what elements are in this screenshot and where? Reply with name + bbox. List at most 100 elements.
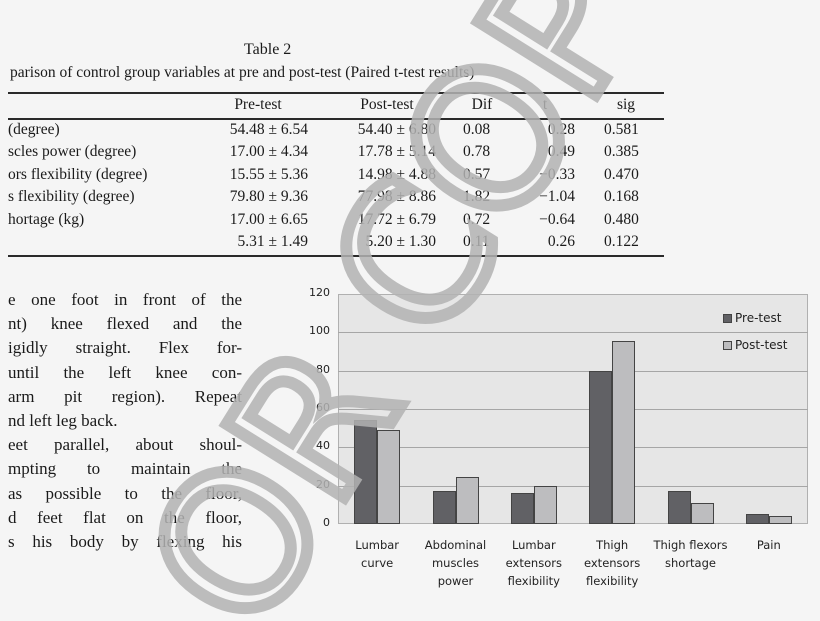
table-cell-dif: 0.72 [463,210,491,228]
table-cell-post: 17.78 ± 5.14 [357,143,436,161]
table-cell-pre: 17.00 ± 4.34 [229,143,308,161]
table-cell-t: 0.49 [547,143,575,161]
table-top-rule [8,92,664,94]
body-text-line: e one foot in front of the [8,290,242,309]
table-cell-post: 54.40 ± 6.80 [357,121,436,138]
x-category-label: Lumbar curve [332,536,422,572]
x-category-label-line: extensors [584,556,641,570]
table-cell-pre: 5.31 ± 1.49 [237,233,308,250]
table-cell-dif: 0.57 [463,165,491,183]
table-cell-t: −1.04 [539,188,575,206]
y-tick-label: 20 [316,477,330,491]
x-category-label-line: Thigh [596,538,629,552]
table-cell-post: 77.98 ± 8.86 [357,188,436,206]
table-cell-pre: 54.48 ± 6.54 [229,121,308,138]
bar-post-test [377,430,401,524]
table-cell-t: 0.28 [547,121,575,138]
x-category-label-line: Lumbar [511,538,556,552]
bar-post-test [768,516,792,524]
bar-post-test [612,340,636,524]
table-cell-sig: 0.581 [604,121,639,138]
table-cell-sig: 0.480 [604,210,639,228]
gridline [338,370,808,372]
x-category-label-line: Pain [756,538,781,552]
body-text-line: arm pit region). Repeat [8,386,242,406]
column-header: Dif [471,96,493,113]
x-category-label-line: flexibility [507,574,560,588]
body-text-line: as possible to the floor, [8,483,242,503]
y-tick-label: 40 [316,439,330,453]
body-text-line: nt) knee flexed and the [8,314,242,334]
table-cell-dif: 0.11 [463,233,490,250]
body-text-line: until the left knee con- [8,362,242,382]
table-cell-sig: 0.168 [604,188,639,206]
x-category-label-line: muscles [431,556,480,570]
x-category-label-line: Abdominal [424,538,487,552]
body-text-line: eet parallel, about shoul- [8,435,242,455]
bar-pre-test [354,419,378,524]
table-cell-post: 14.98 ± 4.88 [357,165,436,183]
y-tick-label: 120 [309,286,330,299]
y-tick-label: 80 [316,362,330,376]
bar-pre-test [589,370,613,524]
legend-item-post-test: Post-test [723,338,787,352]
column-header: sig [616,96,636,113]
bar-pre-test [510,493,534,524]
x-category-label-line: Thigh flexors [653,538,728,552]
legend-label: Pre-test [735,311,782,325]
table-cell-dif: 0.08 [463,121,491,138]
legend-item-pre-test: Pre-test [723,311,781,325]
column-header: Pre-test [234,96,282,113]
table-cell-dif: 1.82 [463,188,491,206]
table-cell-label: scles power (degree) [8,143,137,161]
y-tick-label: 100 [309,324,330,338]
table-cell-label: s flexibility (degree) [8,188,135,206]
y-tick-label: 0 [323,516,330,529]
x-category-label: Thigh extensors flexibility [567,536,657,590]
table-cell-t: 0.26 [547,233,575,250]
table-cell-sig: 0.470 [604,165,639,183]
bar-pre-test [745,513,769,524]
body-text-line: mpting to maintain the [8,459,242,479]
table-title: Table 2 [244,41,292,58]
table-cell-label: (degree) [8,121,60,138]
body-text-line: s his body by flexing his [8,532,242,552]
x-category-label: Pain [724,536,814,554]
table-cell-post: 17.72 ± 6.79 [357,210,436,228]
y-tick-label: 60 [316,401,330,414]
x-category-label-line: extensors [505,556,562,570]
body-text-line: d feet flat on the floor, [8,507,242,527]
table-cell-sig: 0.385 [604,143,639,161]
table-header-rule [8,118,664,120]
table-cell-t: −0.33 [539,165,575,183]
x-category-label-line: power [437,574,474,588]
table-cell-label: hortage (kg) [8,210,85,228]
bar-post-test [533,485,557,524]
gridline [338,485,808,487]
x-category-label-line: Lumbar [355,538,400,552]
table-caption: parison of control group variables at pr… [10,64,475,81]
x-category-label-line: curve [361,556,394,570]
table-cell-pre: 15.55 ± 5.36 [229,165,308,183]
body-text-column: e one foot in front of the nt) knee flexe… [8,288,242,554]
table-cell-post: 5.20 ± 1.30 [365,233,436,250]
x-category-label: Thigh flexors shortage [646,536,736,572]
table-cell-sig: 0.122 [604,233,639,250]
bar-pre-test [432,491,456,524]
legend-swatch-pre-icon [723,313,732,323]
bar-post-test [690,502,714,524]
column-header: Post-test [360,96,414,113]
table-cell-label: ors flexibility (degree) [8,165,148,183]
body-text-line: nd left leg back. [8,411,118,431]
x-category-label: Lumbar extensors flexibility [489,536,579,590]
gridline [338,409,808,410]
x-category-label-line: flexibility [585,574,639,588]
gridline [338,447,808,449]
table-bottom-rule [8,255,664,257]
table-cell-t: −0.64 [539,210,575,228]
x-category-label: Abdominal muscles power [411,536,501,590]
body-text-line: igidly straight. Flex for- [8,338,242,358]
table-cell-dif: 0.78 [463,143,491,161]
column-header: t [542,96,548,113]
